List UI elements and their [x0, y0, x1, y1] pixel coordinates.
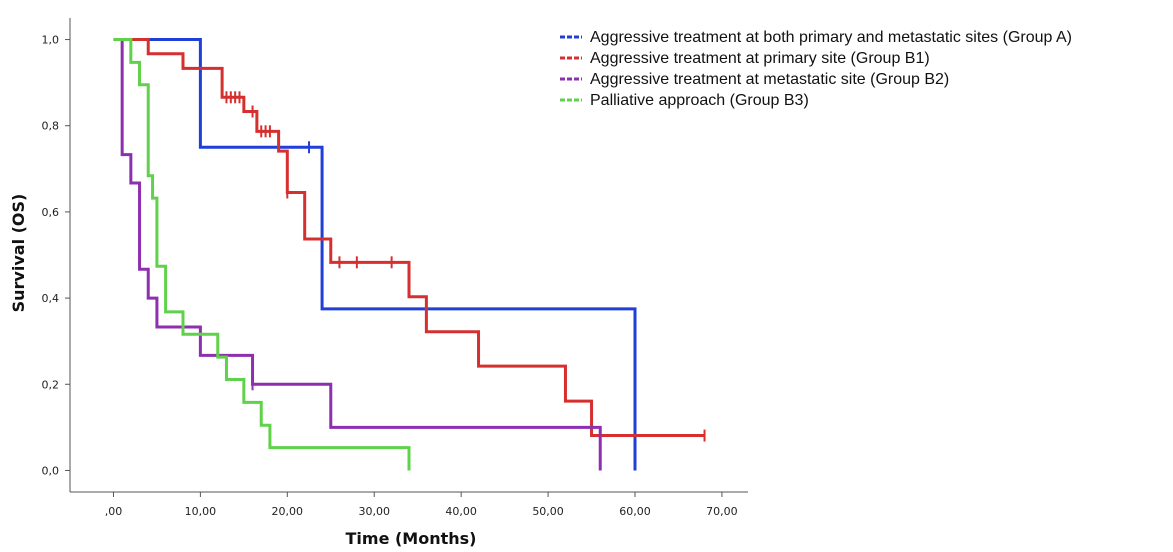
x-tick-label: 60,00 — [619, 505, 651, 518]
legend-label: Aggressive treatment at both primary and… — [590, 29, 1072, 46]
x-tick-label: ,00 — [105, 505, 123, 518]
y-tick-label: 0,8 — [42, 120, 60, 133]
series-group-3 — [113, 38, 602, 471]
series-group-4 — [113, 38, 411, 471]
series-group-1 — [113, 38, 637, 471]
x-axis-title: Time (Months) — [346, 529, 477, 548]
y-tick-label: 0,4 — [42, 292, 60, 305]
legend-label: Aggressive treatment at primary site (Gr… — [590, 50, 930, 67]
y-tick-label: 1,0 — [42, 34, 60, 47]
x-tick-label: 20,00 — [272, 505, 304, 518]
survival-curve — [113, 38, 637, 471]
legend-label: Palliative approach (Group B3) — [590, 92, 809, 109]
survival-curve — [113, 38, 602, 471]
series-group-2 — [113, 38, 706, 442]
plot-series — [113, 38, 706, 471]
y-tick-label: 0,0 — [42, 464, 60, 477]
legend-label: Aggressive treatment at metastatic site … — [590, 71, 949, 88]
legend: Aggressive treatment at both primary and… — [560, 29, 1072, 109]
y-tick-label: 0,6 — [42, 206, 60, 219]
x-tick-label: 70,00 — [706, 505, 738, 518]
x-tick-label: 40,00 — [445, 505, 477, 518]
axes: ,00 10,00 20,00 30,00 40,00 50,00 60,00 70,00 0,… — [42, 18, 748, 518]
y-tick-label: 0,2 — [42, 378, 60, 391]
survival-curve — [113, 38, 411, 471]
x-tick-label: 30,00 — [358, 505, 390, 518]
y-axis-title: Survival (OS) — [9, 194, 28, 313]
survival-curve — [113, 38, 705, 438]
x-tick-label: 10,00 — [185, 505, 217, 518]
x-tick-label: 50,00 — [532, 505, 564, 518]
